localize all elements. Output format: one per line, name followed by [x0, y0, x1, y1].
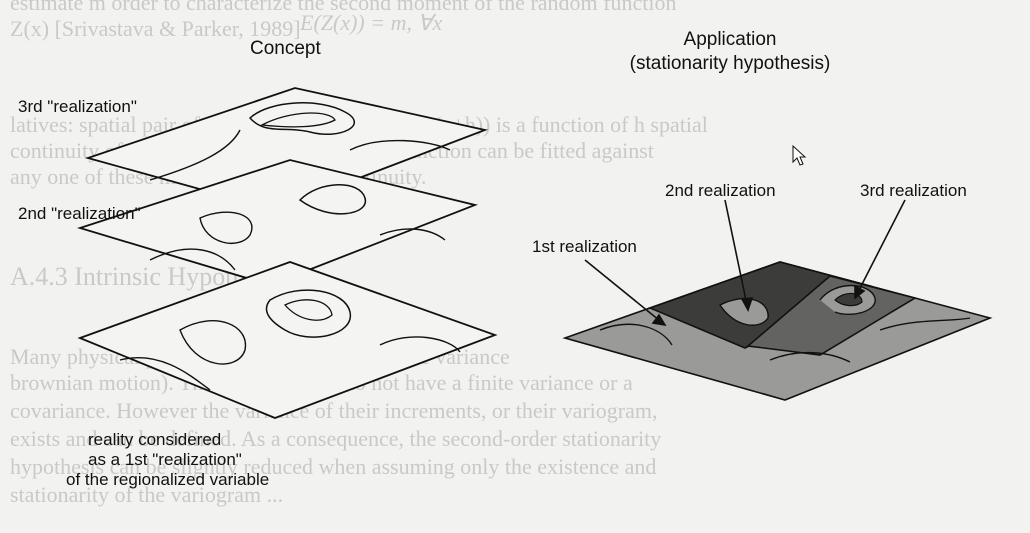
concept-layer-1-line: as a 1st "realization" [88, 450, 242, 469]
cursor-icon [792, 144, 807, 166]
bg-line: hypothesis can be slightly reduced when … [10, 454, 657, 479]
application-map [562, 261, 993, 401]
bg-line: exists and can be defined. As a conseque… [10, 426, 662, 451]
concept-layer-1-line: of the regionalized variable [66, 470, 270, 489]
concept-layer-1 [77, 261, 498, 419]
bg-line: estimate m order to characterize the sec… [10, 0, 677, 15]
application-title-line: Application [683, 29, 777, 50]
application-subtitle-line: (stationarity hypothesis) [629, 53, 831, 74]
bg-line: covariance. However the variance of thei… [10, 398, 658, 423]
concept-layer-1-line: reality considered [88, 430, 222, 449]
bg-line: stationarity of the variogram ... [10, 482, 284, 507]
concept-layer-2-label: 2nd "realization" [18, 204, 141, 223]
concept-title: Concept [250, 38, 321, 59]
application-title: Application (stationarity hypothesis) [610, 28, 850, 76]
third-realization-label: 3rd realization [860, 181, 967, 200]
first-realization-label: 1st realization [532, 237, 637, 256]
concept-layer-1-label: reality considered as a 1st "realization… [66, 430, 269, 490]
concept-layer-3-label: 3rd "realization" [18, 97, 137, 116]
second-realization-label: 2nd realization [665, 181, 776, 200]
application-arrows [584, 199, 906, 327]
bg-line: Z(x) [Srivastava & Parker, 1989] [10, 16, 301, 41]
concept-layer-2 [76, 159, 478, 286]
bg-line: E(Z(x)) = m, ∀x [300, 10, 443, 35]
